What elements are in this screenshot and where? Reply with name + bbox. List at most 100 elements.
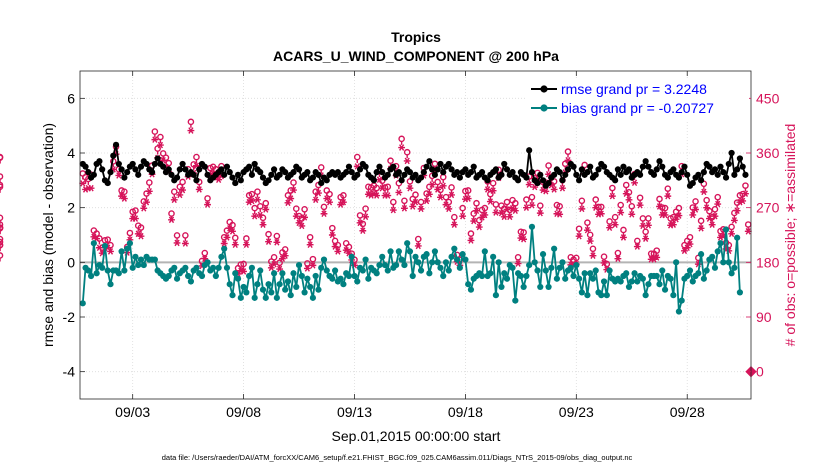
bias-point	[734, 234, 741, 241]
rmse-point	[376, 163, 383, 170]
bias-point	[581, 270, 588, 277]
obs-assimilated-point	[636, 201, 644, 209]
obs-assimilated-point	[739, 197, 747, 205]
rmse-point	[160, 163, 167, 170]
rmse-point	[498, 171, 505, 178]
obs-assimilated-point	[730, 217, 738, 224]
y-tick-label: -2	[63, 309, 76, 325]
obs-possible-point	[725, 241, 733, 249]
x-tick-label: 09/08	[226, 404, 261, 420]
obs-assimilated-point	[259, 221, 267, 228]
bias-point	[373, 270, 380, 277]
bias-point	[686, 267, 694, 274]
obs-assimilated-point	[692, 206, 699, 213]
obs-assimilated-point	[231, 241, 239, 249]
bias-point	[559, 259, 566, 266]
rmse-point	[232, 179, 239, 187]
bias-point	[104, 267, 111, 274]
obs-assimilated-point	[395, 189, 403, 196]
obs-assimilated-point	[270, 260, 278, 268]
obs-possible-point	[182, 232, 189, 239]
obs-assimilated-point	[254, 196, 261, 204]
obs-assimilated-point	[428, 181, 436, 188]
bias-point	[603, 292, 610, 299]
bias-point	[567, 264, 574, 271]
rmse-point	[659, 163, 666, 170]
obs-assimilated-point	[229, 228, 236, 235]
obs-assimilated-point	[334, 248, 342, 255]
bias-point	[553, 275, 561, 282]
bias-point	[301, 289, 308, 296]
rmse-point	[570, 163, 577, 170]
obs-assimilated-point	[584, 226, 591, 234]
obs-assimilated-point	[303, 265, 311, 272]
legend-bias-label: bias grand pr = -0.20727	[561, 100, 714, 116]
obs-assimilated-point	[523, 204, 530, 211]
rmse-point	[681, 163, 688, 170]
obs-possible-point	[512, 199, 519, 207]
bias-point	[623, 270, 630, 277]
bias-point	[251, 294, 258, 301]
bias-point	[537, 283, 544, 291]
rmse-point	[484, 177, 491, 184]
obs-possible-point	[0, 238, 4, 246]
obs-assimilated-point	[706, 215, 713, 222]
rmse-point	[642, 158, 649, 165]
rmse-point	[434, 166, 441, 173]
obs-assimilated-point	[157, 141, 164, 149]
y-right-tick-label: 450	[756, 90, 780, 106]
obs-assimilated-point	[140, 204, 148, 212]
bias-point	[415, 259, 422, 266]
obs-assimilated-point	[306, 241, 314, 249]
obs-assimilated-point	[143, 198, 150, 206]
obs-possible-point	[462, 187, 469, 195]
bias-point	[526, 261, 533, 269]
rmse-point	[143, 160, 150, 168]
obs-possible-point	[281, 246, 289, 253]
x-axis-label: Sep.01,2015 00:00:00 start	[332, 428, 501, 444]
obs-assimilated-point	[434, 186, 442, 193]
bias-point	[212, 272, 219, 280]
obs-possible-point	[703, 196, 710, 204]
obs-assimilated-point	[514, 260, 522, 267]
rmse-point	[384, 171, 391, 178]
obs-assimilated-point	[401, 204, 408, 212]
rmse-point	[356, 166, 364, 173]
obs-possible-point	[636, 194, 644, 202]
obs-possible-point	[622, 181, 630, 189]
obs-assimilated-point	[742, 190, 749, 197]
obs-assimilated-point	[489, 187, 497, 194]
bias-point	[440, 272, 447, 280]
bias-point	[115, 270, 122, 277]
bias-point	[284, 278, 292, 285]
obs-assimilated-point	[414, 242, 422, 250]
bias-point	[265, 281, 272, 288]
bias-point	[534, 267, 541, 274]
bias-point	[135, 261, 142, 269]
rmse-point	[251, 160, 258, 168]
bias-point	[584, 292, 591, 299]
obs-assimilated-point	[620, 234, 627, 241]
rmse-point	[176, 166, 183, 173]
rmse-point	[697, 177, 705, 184]
bias-point	[490, 253, 497, 260]
obs-possible-point	[243, 235, 250, 242]
obs-assimilated-point	[622, 190, 630, 197]
rmse-point	[625, 166, 633, 173]
y-right-tick-label: 270	[756, 200, 780, 216]
rmse-point	[165, 166, 172, 173]
rmse-point	[720, 169, 727, 176]
bias-point	[589, 275, 597, 282]
bias-point	[254, 281, 261, 288]
bias-point	[711, 264, 719, 271]
rmse-point	[282, 169, 289, 176]
obs-assimilated-point	[475, 223, 483, 231]
bias-point	[426, 270, 433, 277]
obs-assimilated-point	[298, 222, 306, 230]
obs-assimilated-point	[417, 205, 425, 213]
obs-assimilated-point	[173, 239, 181, 247]
rmse-point	[373, 169, 380, 176]
bias-point	[234, 275, 242, 282]
bias-point	[495, 259, 502, 266]
obs-assimilated-point	[664, 192, 672, 200]
